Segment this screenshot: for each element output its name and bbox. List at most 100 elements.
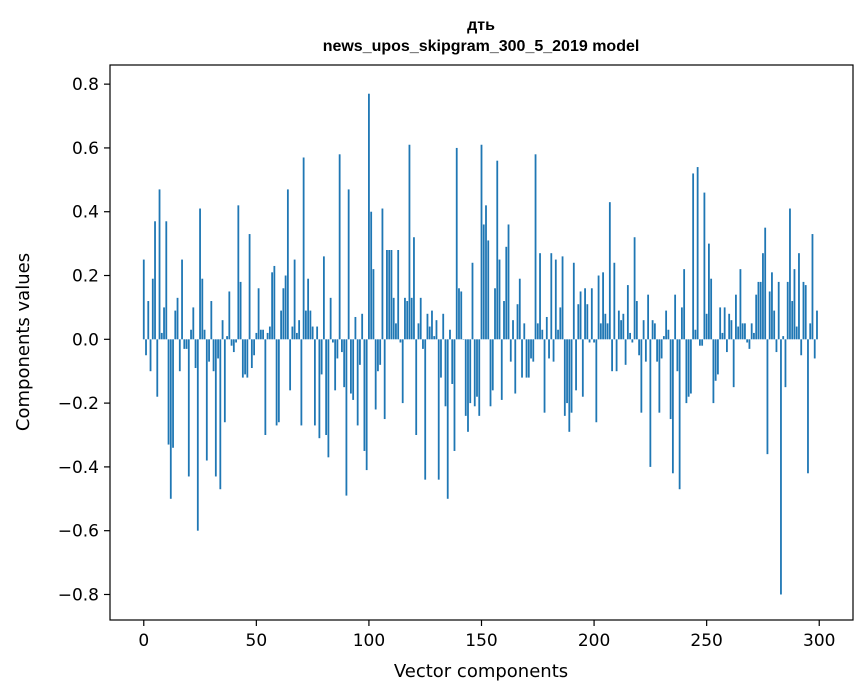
bar-73	[307, 278, 310, 340]
bar-248	[701, 339, 704, 346]
bar-254	[714, 339, 717, 381]
bar-185	[559, 307, 562, 340]
x-axis-label: Vector components	[394, 661, 568, 682]
bar-23	[194, 339, 197, 369]
bar-74	[309, 310, 312, 340]
bar-146	[471, 262, 474, 340]
bar-192	[575, 339, 577, 391]
bar-152	[485, 205, 487, 340]
bar-69	[298, 320, 301, 340]
bar-276	[764, 227, 767, 340]
bar-109	[388, 250, 391, 340]
bar-183	[554, 259, 557, 340]
bar-122	[417, 323, 420, 340]
bar-216	[629, 332, 631, 340]
bar-243	[689, 339, 692, 394]
bar-24	[196, 339, 199, 531]
bar-291	[798, 253, 800, 340]
bar-27	[203, 329, 206, 340]
bar-12	[169, 339, 172, 499]
bar-54	[264, 339, 267, 435]
bar-201	[595, 339, 598, 423]
bar-275	[762, 253, 764, 340]
bar-17	[181, 259, 183, 340]
bar-293	[802, 281, 805, 340]
bar-288	[791, 301, 794, 340]
bar-110	[390, 250, 393, 340]
bar-289	[793, 269, 796, 340]
bar-232	[665, 310, 668, 340]
bar-189	[568, 339, 571, 432]
bar-184	[557, 329, 559, 340]
bar-165	[514, 339, 517, 394]
bar-85	[334, 339, 337, 391]
bar-119	[410, 297, 413, 340]
bar-4	[151, 278, 154, 340]
bar-219	[635, 301, 638, 340]
bar-180	[548, 339, 550, 359]
bar-221	[640, 339, 643, 413]
bar-76	[313, 339, 316, 426]
bar-31	[212, 339, 215, 372]
bar-259	[726, 339, 728, 353]
bar-7	[158, 189, 161, 340]
bar-172	[530, 339, 532, 359]
bar-173	[532, 339, 535, 362]
bar-100	[368, 93, 370, 340]
bar-44	[241, 339, 244, 378]
bar-250	[705, 313, 708, 340]
bar-161	[505, 246, 508, 340]
bar-9	[163, 307, 165, 340]
bar-57	[271, 272, 274, 340]
bar-170	[525, 339, 528, 378]
bar-225	[649, 339, 652, 467]
bar-194	[579, 291, 582, 340]
bar-179	[545, 316, 548, 340]
bar-212	[620, 320, 622, 340]
bar-174	[534, 154, 537, 340]
bar-214	[624, 339, 627, 365]
bar-29	[208, 339, 210, 362]
y-tick-label: −0.2	[58, 394, 99, 414]
bar-274	[759, 281, 762, 340]
bar-43	[239, 281, 242, 340]
bar-178	[543, 339, 546, 413]
x-tick-label: 200	[578, 631, 610, 651]
bar-140	[458, 288, 460, 340]
bar-224	[647, 294, 650, 340]
bar-36	[223, 339, 226, 423]
bar-116	[404, 297, 406, 340]
bar-209	[613, 262, 616, 340]
bar-237	[676, 339, 679, 372]
bar-278	[768, 291, 771, 340]
bar-121	[415, 339, 418, 435]
bar-53	[262, 329, 264, 340]
bar-208	[611, 339, 613, 372]
bar-296	[809, 323, 812, 340]
bar-38	[228, 291, 231, 340]
bar-252	[710, 278, 713, 340]
bar-272	[755, 294, 758, 340]
bar-198	[588, 339, 591, 343]
bar-262	[732, 339, 735, 388]
y-tick-label: −0.6	[58, 522, 99, 542]
bar-55	[266, 332, 269, 340]
bar-204	[602, 272, 604, 340]
bar-200	[593, 339, 595, 343]
y-tick-label: 0.0	[72, 330, 99, 350]
bar-62	[282, 288, 285, 340]
bar-253	[712, 339, 715, 404]
bar-164	[512, 320, 514, 340]
bar-292	[800, 339, 803, 356]
bar-241	[685, 339, 688, 404]
bar-64	[286, 189, 289, 340]
bar-59	[275, 339, 278, 426]
x-tick-label: 150	[465, 631, 497, 651]
bar-136	[449, 329, 451, 340]
bar-156	[494, 288, 496, 340]
bar-175	[536, 323, 539, 340]
bar-242	[687, 339, 690, 397]
bar-268	[746, 339, 749, 343]
